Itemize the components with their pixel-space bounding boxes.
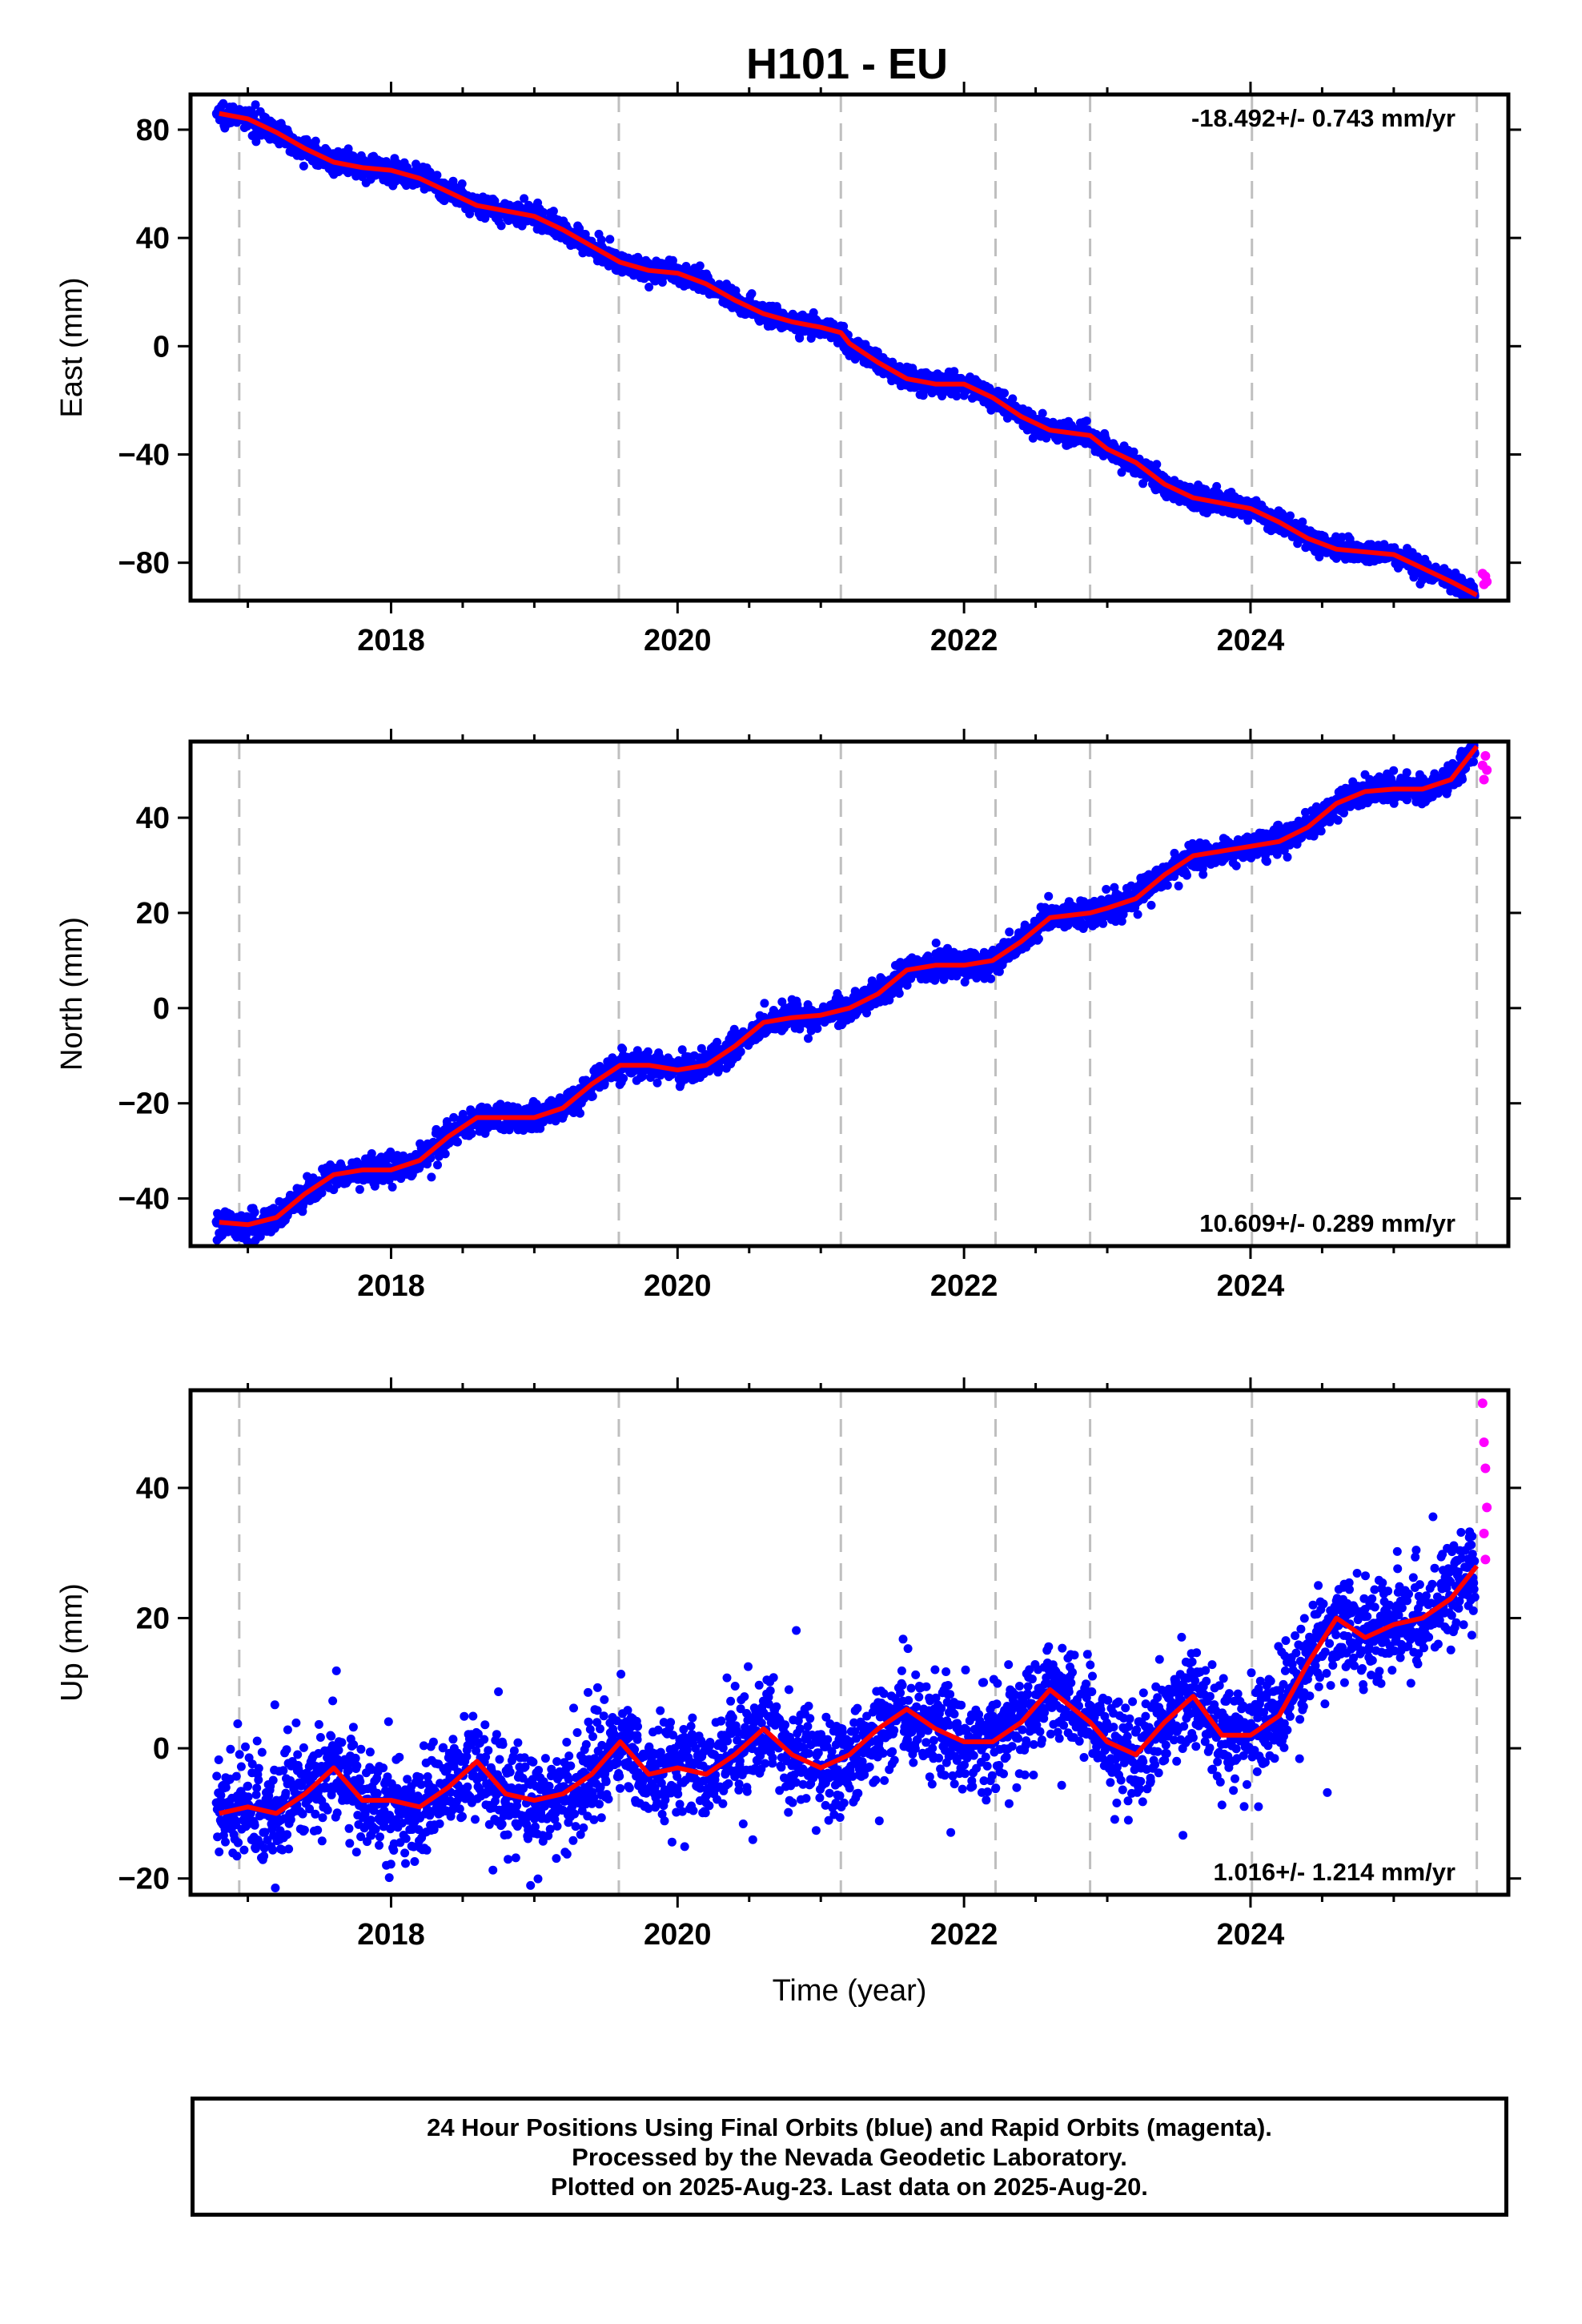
- final-point: [311, 136, 320, 146]
- y-tick-label: 0: [153, 330, 170, 364]
- panel-east: 2018 2020 2022 2024 80 40 0 −40 −80 East (mm) -18.…: [55, 82, 1521, 657]
- x-tick-label: 2024: [1217, 624, 1285, 657]
- final-point: [255, 1232, 265, 1241]
- final-point: [600, 1079, 609, 1088]
- final-point: [520, 194, 529, 203]
- final-point: [1152, 460, 1162, 469]
- final-point: [902, 980, 912, 990]
- final-point: [930, 975, 940, 985]
- final-point: [1212, 481, 1222, 491]
- final-point: [605, 235, 615, 244]
- final-point: [618, 1044, 628, 1054]
- final-point: [1129, 447, 1138, 456]
- final-point: [1286, 511, 1295, 521]
- final-point: [638, 1072, 648, 1081]
- final-point: [387, 1182, 397, 1192]
- final-point: [777, 997, 787, 1007]
- final-point: [813, 1023, 822, 1033]
- final-point: [596, 235, 606, 245]
- final-point: [677, 1045, 687, 1055]
- y-tick-label: 80: [136, 114, 170, 147]
- final-point: [715, 1063, 725, 1073]
- final-point: [931, 939, 941, 947]
- final-point: [588, 1092, 597, 1101]
- final-point: [449, 1112, 459, 1122]
- final-point: [1008, 394, 1018, 404]
- final-point: [906, 974, 916, 983]
- final-point: [367, 1149, 376, 1158]
- model-fit-line-east: [219, 111, 1478, 597]
- final-point: [251, 100, 260, 110]
- final-point: [1298, 517, 1307, 527]
- final-point: [736, 1047, 745, 1056]
- final-point: [923, 951, 933, 961]
- final-point: [1379, 540, 1389, 549]
- final-point: [1201, 485, 1211, 494]
- final-point: [713, 1037, 722, 1047]
- y-tick-label: −80: [118, 547, 170, 581]
- y-axis-label: East (mm): [55, 277, 89, 417]
- final-point: [695, 261, 705, 271]
- final-point: [548, 207, 558, 216]
- final-point: [643, 1047, 652, 1056]
- final-point: [457, 179, 467, 188]
- x-tick-label: 2018: [357, 624, 425, 657]
- frame-east: [188, 92, 1511, 603]
- final-point: [1038, 408, 1047, 418]
- x-tick-label: 2022: [930, 624, 998, 657]
- final-point: [496, 221, 506, 231]
- final-point: [467, 1129, 476, 1139]
- final-point: [433, 1160, 442, 1170]
- final-point: [465, 209, 475, 219]
- final-point: [862, 1008, 871, 1018]
- final-point: [317, 1188, 327, 1198]
- final-point: [668, 255, 677, 265]
- final-point: [644, 283, 654, 292]
- final-point: [804, 1034, 813, 1043]
- final-point: [453, 1137, 462, 1147]
- final-point: [894, 989, 904, 998]
- y-tick-label: −40: [118, 438, 170, 472]
- final-point: [619, 1074, 628, 1083]
- final-point: [1000, 388, 1009, 398]
- final-point: [952, 392, 962, 401]
- final-point: [867, 976, 877, 986]
- final-point: [250, 1208, 259, 1217]
- final-point: [576, 1108, 584, 1118]
- final-point: [355, 1184, 364, 1194]
- final-point: [747, 289, 757, 299]
- final-point: [219, 99, 228, 108]
- chart-title: H101 - EU: [746, 40, 948, 88]
- final-point: [1082, 416, 1091, 426]
- plot-area-north: [211, 742, 1492, 1246]
- rate-annotation: -18.492+/- 0.743 mm/yr: [1191, 104, 1456, 132]
- final-point: [299, 161, 308, 171]
- final-orbit-points-north: [211, 742, 1480, 1246]
- final-point: [652, 1078, 662, 1088]
- final-point: [950, 367, 959, 376]
- final-point: [532, 1100, 541, 1109]
- final-point: [760, 999, 769, 1008]
- final-point: [1337, 533, 1347, 542]
- x-tick-label: 2020: [644, 624, 712, 657]
- final-point: [432, 171, 442, 180]
- panels: 2018 2020 2022 2024 80 40 0 −40 −80 East (mm) -18.…: [55, 82, 1521, 2008]
- rapid-point: [1482, 577, 1492, 587]
- plot-area-east: [211, 94, 1492, 601]
- final-point: [440, 1149, 450, 1159]
- final-point: [427, 1172, 436, 1182]
- final-point: [795, 333, 805, 343]
- y-tick-label: 40: [136, 222, 170, 255]
- final-point: [539, 207, 548, 217]
